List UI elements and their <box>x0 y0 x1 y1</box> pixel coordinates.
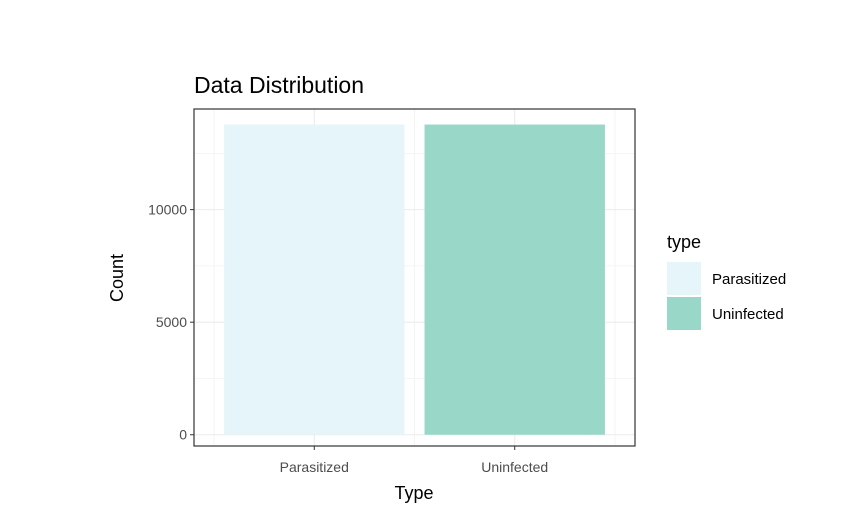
y-tick-label: 10000 <box>148 202 187 218</box>
legend-items: Parasitized Uninfected <box>667 262 786 330</box>
legend-label-parasitized: Parasitized <box>712 271 786 288</box>
legend: type Parasitized Uninfected <box>667 232 786 330</box>
legend-key-uninfected <box>667 297 701 330</box>
legend-label-uninfected: Uninfected <box>712 306 784 323</box>
chart-title: Data Distribution <box>194 72 364 98</box>
x-tick-label: Parasitized <box>280 459 349 475</box>
y-tick-label: 5000 <box>156 314 187 330</box>
y-tick-label: 0 <box>179 427 187 443</box>
legend-title: type <box>667 232 701 252</box>
legend-key-parasitized <box>667 262 701 295</box>
bars <box>224 124 605 435</box>
y-axis: 0 5000 10000 <box>148 202 194 443</box>
x-axis: Parasitized Uninfected <box>280 446 548 475</box>
bar-parasitized <box>224 124 405 435</box>
bar-uninfected <box>424 124 605 435</box>
x-axis-title: Type <box>394 483 433 503</box>
plot-panel <box>193 108 636 447</box>
x-tick-label: Uninfected <box>481 459 548 475</box>
panel-border <box>193 108 636 447</box>
y-axis-title: Count <box>107 254 127 302</box>
